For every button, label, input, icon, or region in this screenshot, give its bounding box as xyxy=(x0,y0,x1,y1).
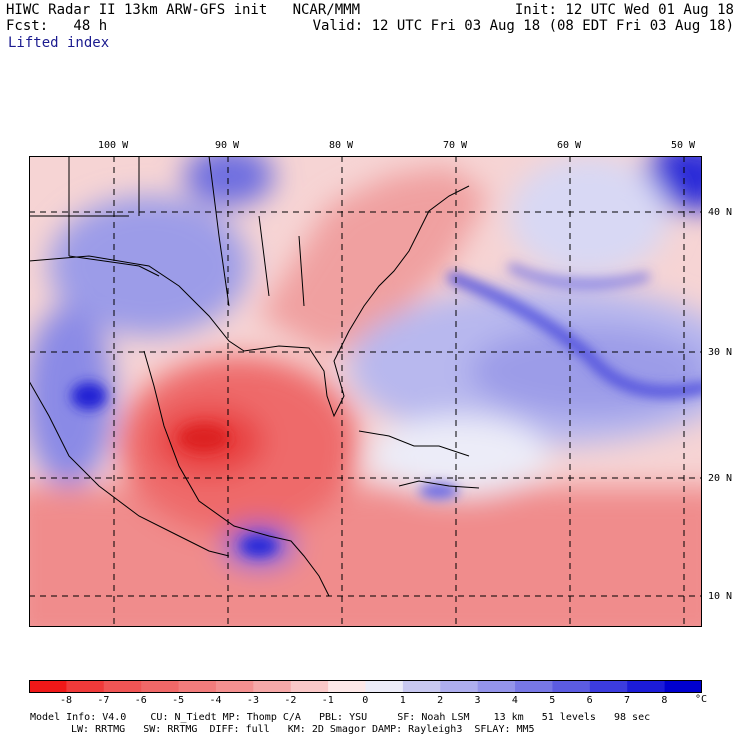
colorbar-swatch xyxy=(29,680,67,693)
lon-label-60w: 60 W xyxy=(557,140,582,151)
colorbar-swatch xyxy=(253,680,292,693)
colorbar-tick-label: 5 xyxy=(549,695,556,706)
colorbar-unit: °C xyxy=(695,694,708,705)
colorbar-tick-label: -6 xyxy=(134,695,147,706)
colorbar-tick-label: 2 xyxy=(437,695,444,706)
colorbar-tick-label: 4 xyxy=(511,695,518,706)
colorbar-swatch xyxy=(103,680,142,693)
colorbar-swatch xyxy=(627,680,666,693)
lon-label-100w: 100 W xyxy=(98,140,129,151)
init-time: Init: 12 UTC Wed 01 Aug 18 xyxy=(514,2,734,18)
colorbar-swatch xyxy=(290,680,329,693)
colorbar-tick-label: 6 xyxy=(586,695,593,706)
lifted-index-map xyxy=(29,156,702,627)
colorbar-swatch xyxy=(552,680,591,693)
colorbar-swatch xyxy=(141,680,180,693)
lat-label-10n: 10 N xyxy=(708,591,733,602)
lon-label-90w: 90 W xyxy=(215,140,240,151)
colorbar-swatch xyxy=(440,680,479,693)
colorbar-swatch xyxy=(215,680,254,693)
lat-label-20n: 20 N xyxy=(708,473,733,484)
colorbar-swatch xyxy=(328,680,366,693)
colorbar-tick-label: -8 xyxy=(59,695,73,706)
colorbar-swatch xyxy=(365,680,404,693)
colorbar-swatch xyxy=(477,680,516,693)
colorbar-swatch xyxy=(402,680,441,693)
colorbar-tick-label: -1 xyxy=(321,695,334,706)
colorbar-swatch xyxy=(178,680,217,693)
forecast-hour: Fcst: 48 h xyxy=(6,18,108,34)
colorbar-swatch xyxy=(515,680,553,693)
colorbar-tick-label: 1 xyxy=(399,695,406,706)
lat-label-30n: 30 N xyxy=(708,347,733,358)
valid-time: Valid: 12 UTC Fri 03 Aug 18 (08 EDT Fri … xyxy=(312,18,734,34)
colorbar-border xyxy=(29,680,702,693)
lon-label-70w: 70 W xyxy=(443,140,468,151)
colorbar-tick-label: -2 xyxy=(284,695,297,706)
lon-label-80w: 80 W xyxy=(329,140,354,151)
colorbar xyxy=(29,680,702,693)
lat-label-40n: 40 N xyxy=(708,207,733,218)
colorbar-tick-label: -5 xyxy=(172,695,185,706)
field-name: Lifted index xyxy=(8,35,110,51)
lon-label-50w: 50 W xyxy=(671,140,696,151)
colorbar-swatch xyxy=(664,680,702,693)
model-title: HIWC Radar II 13km ARW-GFS init NCAR/MMM xyxy=(6,2,361,18)
colorbar-tick-label: 3 xyxy=(474,695,481,706)
model-info-line2: LW: RRTMG SW: RRTMG DIFF: full KM: 2D Sm… xyxy=(71,724,535,735)
colorbar-tick-label: -4 xyxy=(209,695,222,706)
colorbar-tick-label: 0 xyxy=(362,695,369,706)
model-info-line1: Model Info: V4.0 CU: N_Tiedt MP: Thomp C… xyxy=(30,712,651,723)
colorbar-tick-label: 7 xyxy=(624,695,631,706)
colorbar-swatch xyxy=(589,680,628,693)
colorbar-tick-label: -7 xyxy=(97,695,110,706)
colorbar-tick-label: 8 xyxy=(661,695,668,706)
colorbar-swatch xyxy=(66,680,105,693)
colorbar-tick-label: -3 xyxy=(246,695,259,706)
